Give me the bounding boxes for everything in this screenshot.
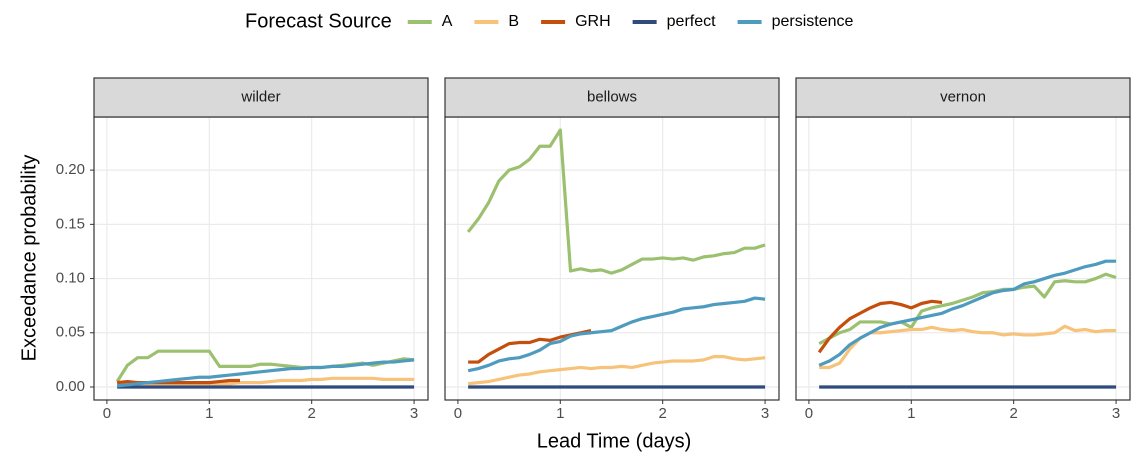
legend-label: perfect bbox=[667, 13, 716, 30]
legend-label: B bbox=[508, 13, 519, 30]
x-tick-label: 3 bbox=[761, 405, 769, 422]
y-tick-label: 0.15 bbox=[56, 215, 85, 232]
panel-background bbox=[94, 117, 428, 400]
legend-label: persistence bbox=[772, 13, 854, 30]
y-tick-label: 0.20 bbox=[56, 161, 85, 178]
facet-label: bellows bbox=[587, 88, 637, 105]
x-tick-label: 1 bbox=[907, 405, 915, 422]
facet-label: wilder bbox=[240, 88, 280, 105]
x-tick-label: 0 bbox=[103, 405, 111, 422]
series-line bbox=[467, 296, 766, 373]
x-axis-label: Lead Time (days) bbox=[537, 430, 692, 452]
x-tick-label: 2 bbox=[1010, 405, 1018, 422]
facet-label: vernon bbox=[940, 88, 986, 105]
panel-background bbox=[445, 117, 779, 400]
legend-label: A bbox=[442, 13, 453, 30]
legend-title: Forecast Source bbox=[245, 10, 392, 32]
y-tick-label: 0.00 bbox=[56, 378, 85, 395]
x-tick-label: 1 bbox=[205, 405, 213, 422]
x-tick-label: 3 bbox=[1112, 405, 1120, 422]
series-line bbox=[116, 358, 415, 388]
panel-background bbox=[796, 117, 1130, 400]
series-line bbox=[466, 128, 766, 275]
series-line bbox=[818, 272, 1117, 346]
series-line bbox=[817, 299, 943, 354]
x-tick-label: 1 bbox=[556, 405, 564, 422]
y-tick-label: 0.10 bbox=[56, 270, 85, 287]
facet-strip bbox=[795, 77, 1131, 118]
y-axis-label: Exceedance probability bbox=[18, 155, 40, 362]
x-tick-label: 2 bbox=[659, 405, 667, 422]
y-tick-label: 0.05 bbox=[56, 324, 85, 341]
series-line bbox=[467, 355, 766, 386]
x-tick-label: 3 bbox=[410, 405, 418, 422]
x-tick-label: 0 bbox=[805, 405, 813, 422]
x-tick-label: 0 bbox=[454, 405, 462, 422]
x-tick-label: 2 bbox=[308, 405, 316, 422]
series-line bbox=[818, 259, 1117, 367]
facet-strip bbox=[93, 77, 429, 118]
legend-label: GRH bbox=[575, 13, 611, 30]
facet-strip bbox=[444, 77, 780, 118]
